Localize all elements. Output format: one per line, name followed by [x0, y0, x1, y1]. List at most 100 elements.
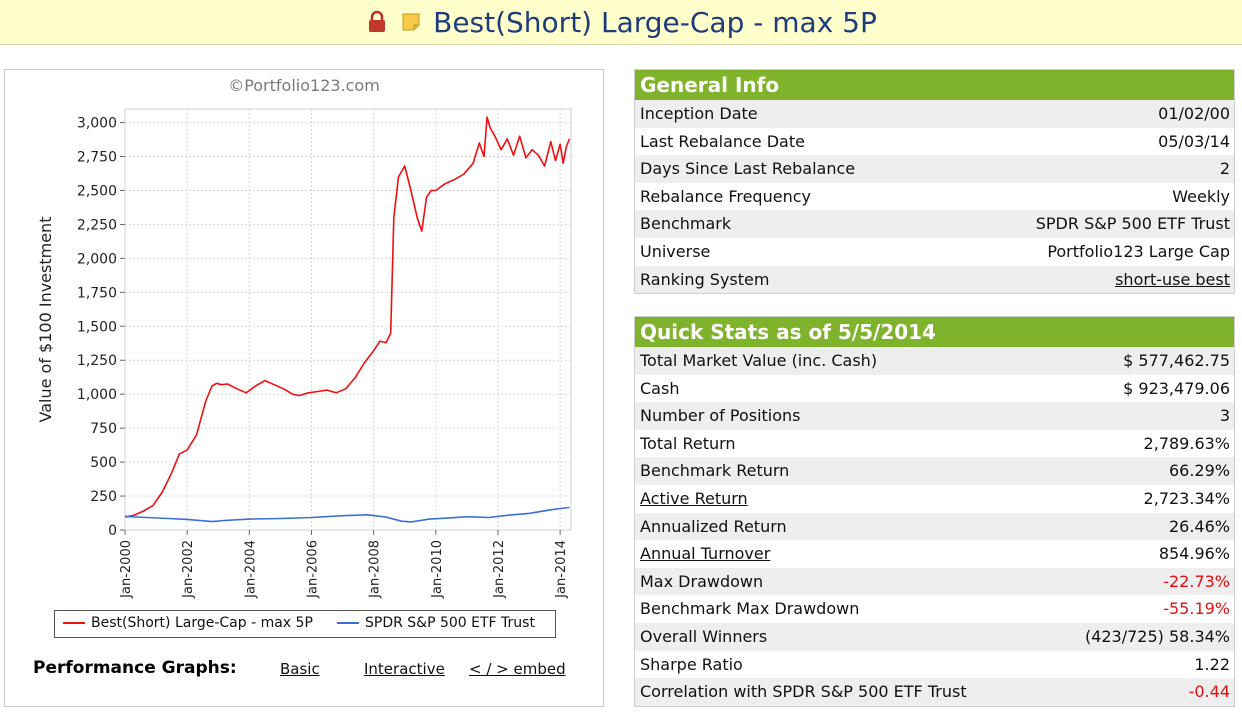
performance-graphs-label: Performance Graphs: [33, 658, 237, 678]
ranking-system-link[interactable]: short-use best [1115, 269, 1230, 289]
interactive-graph-link[interactable]: Interactive [364, 660, 445, 678]
row-label: Max Drawdown [640, 571, 764, 591]
strategy-line [124, 116, 571, 518]
row-value: (423/725) 58.34% [1084, 626, 1230, 646]
row-value: -0.44 [1188, 682, 1230, 702]
stat-row-annual-turnover: Annual Turnover 854.96% [635, 540, 1234, 568]
general-info-header: General Info [635, 70, 1234, 100]
row-label: Number of Positions [640, 406, 801, 426]
x-tick-label: Jan-2002 [181, 540, 196, 599]
row-label: Benchmark [640, 214, 732, 234]
quick-stats-panel: Quick Stats as of 5/5/2014 Total Market … [634, 316, 1235, 707]
row-label: Days Since Last Rebalance [640, 159, 856, 179]
info-row-ranking-system: Ranking System short-use best [635, 265, 1234, 294]
row-value: Portfolio123 Large Cap [1047, 241, 1230, 261]
general-info-panel: General Info Inception Date 01/02/00 Las… [634, 69, 1235, 295]
row-value: 01/02/00 [1158, 104, 1230, 123]
plot-area [124, 108, 572, 531]
x-tick-label: Jan-2004 [243, 540, 258, 599]
y-tick-label: 1,250 [77, 353, 117, 369]
legend-swatch-benchmark [337, 622, 359, 624]
y-tick-label: 750 [90, 421, 117, 437]
annual-turnover-link[interactable]: Annual Turnover [640, 544, 771, 564]
y-tick-label: 0 [108, 523, 117, 539]
stat-row-cash: Cash $ 923,479.06 [635, 375, 1234, 403]
x-tick-label: Jan-2000 [119, 540, 134, 599]
active-return-link[interactable]: Active Return [640, 488, 748, 508]
row-value: Weekly [1172, 186, 1230, 206]
chart-copyright: ©Portfolio123.com [228, 76, 380, 95]
info-row-inception-date: Inception Date 01/02/00 [635, 100, 1234, 128]
legend-item-benchmark: SPDR S&P 500 ETF Trust [337, 615, 535, 631]
info-row-days-since: Days Since Last Rebalance 2 [635, 155, 1234, 183]
y-tick-label: 500 [90, 455, 117, 471]
row-label: Inception Date [640, 104, 758, 123]
y-tick-label: 2,250 [77, 217, 117, 233]
legend-swatch-strategy [63, 622, 85, 624]
row-label: Universe [640, 241, 711, 261]
y-tick-label: 1,500 [77, 319, 117, 335]
row-label: Correlation with SPDR S&P 500 ETF Trust [640, 682, 967, 702]
x-tick-label: Jan-2012 [492, 540, 507, 599]
row-label: Rebalance Frequency [640, 186, 811, 206]
basic-graph-link[interactable]: Basic [280, 660, 320, 678]
y-tick-label: 2,500 [77, 183, 117, 199]
row-label: Cash [640, 378, 680, 398]
row-label: Ranking System [640, 269, 770, 289]
x-tick-label: Jan-2010 [430, 540, 445, 599]
row-value: 66.29% [1168, 461, 1230, 481]
row-value: 2,723.34% [1143, 488, 1230, 508]
benchmark-line [124, 506, 570, 523]
y-tick-label: 250 [90, 489, 117, 505]
info-row-universe: Universe Portfolio123 Large Cap [635, 238, 1234, 266]
stat-row-overall-winners: Overall Winners (423/725) 58.34% [635, 622, 1234, 651]
page-title: Best(Short) Large-Cap - max 5P [433, 5, 877, 39]
quick-stats-header: Quick Stats as of 5/5/2014 [635, 317, 1234, 347]
row-label: Total Return [640, 433, 736, 453]
info-row-last-rebalance: Last Rebalance Date 05/03/14 [635, 128, 1234, 156]
row-value: 26.46% [1168, 516, 1230, 536]
row-value: $ 577,462.75 [1123, 351, 1230, 370]
y-tick-label: 1,000 [77, 387, 117, 403]
stat-row-benchmark-max-drawdown: Benchmark Max Drawdown -55.19% [635, 595, 1234, 623]
stat-row-sharpe: Sharpe Ratio 1.22 [635, 651, 1234, 679]
note-icon[interactable] [401, 12, 421, 32]
lock-icon[interactable] [365, 10, 389, 34]
stat-row-annualized-return: Annualized Return 26.46% [635, 512, 1234, 541]
row-label: Benchmark Max Drawdown [640, 599, 860, 619]
row-value: $ 923,479.06 [1123, 378, 1230, 398]
y-tick-label: 2,000 [77, 251, 117, 267]
row-value: -22.73% [1163, 571, 1230, 591]
stat-row-benchmark-return: Benchmark Return 66.29% [635, 457, 1234, 485]
stat-row-correlation: Correlation with SPDR S&P 500 ETF Trust … [635, 678, 1234, 706]
row-value: 854.96% [1158, 544, 1230, 564]
row-value: -55.19% [1163, 599, 1230, 619]
title-wrap: Best(Short) Large-Cap - max 5P [0, 0, 1242, 44]
stat-row-max-drawdown: Max Drawdown -22.73% [635, 567, 1234, 596]
row-label: Annualized Return [640, 516, 787, 536]
x-tick-label: Jan-2008 [368, 540, 383, 599]
performance-graphs-row: Performance Graphs: Basic Interactive < … [33, 658, 593, 680]
row-value: SPDR S&P 500 ETF Trust [1035, 214, 1230, 234]
row-value: 2 [1219, 159, 1230, 179]
row-value: 1.22 [1194, 654, 1230, 674]
row-label: Benchmark Return [640, 461, 790, 481]
info-row-benchmark: Benchmark SPDR S&P 500 ETF Trust [635, 210, 1234, 238]
x-tick-label: Jan-2006 [305, 540, 320, 599]
stat-row-total-market-value: Total Market Value (inc. Cash) $ 577,462… [635, 347, 1234, 375]
chart-legend: Best(Short) Large-Cap - max 5P SPDR S&P … [54, 610, 556, 638]
row-value: 3 [1219, 406, 1230, 426]
embed-link[interactable]: < / > embed [469, 660, 566, 678]
y-axis-label: Value of $100 Investment [36, 217, 55, 423]
x-tick-label: Jan-2014 [554, 540, 569, 599]
stat-row-positions: Number of Positions 3 [635, 402, 1234, 430]
info-row-frequency: Rebalance Frequency Weekly [635, 183, 1234, 211]
chart-panel: 0 250 500 750 1,000 1,250 1,500 1,750 2,000 2,250… [4, 69, 604, 707]
legend-label-benchmark: SPDR S&P 500 ETF Trust [365, 615, 535, 631]
row-value: 2,789.63% [1143, 433, 1230, 453]
row-value: 05/03/14 [1158, 131, 1230, 151]
stat-row-total-return: Total Return 2,789.63% [635, 430, 1234, 458]
row-label: Overall Winners [640, 626, 768, 646]
row-label: Total Market Value (inc. Cash) [640, 351, 878, 370]
y-tick-label: 1,750 [77, 285, 117, 301]
